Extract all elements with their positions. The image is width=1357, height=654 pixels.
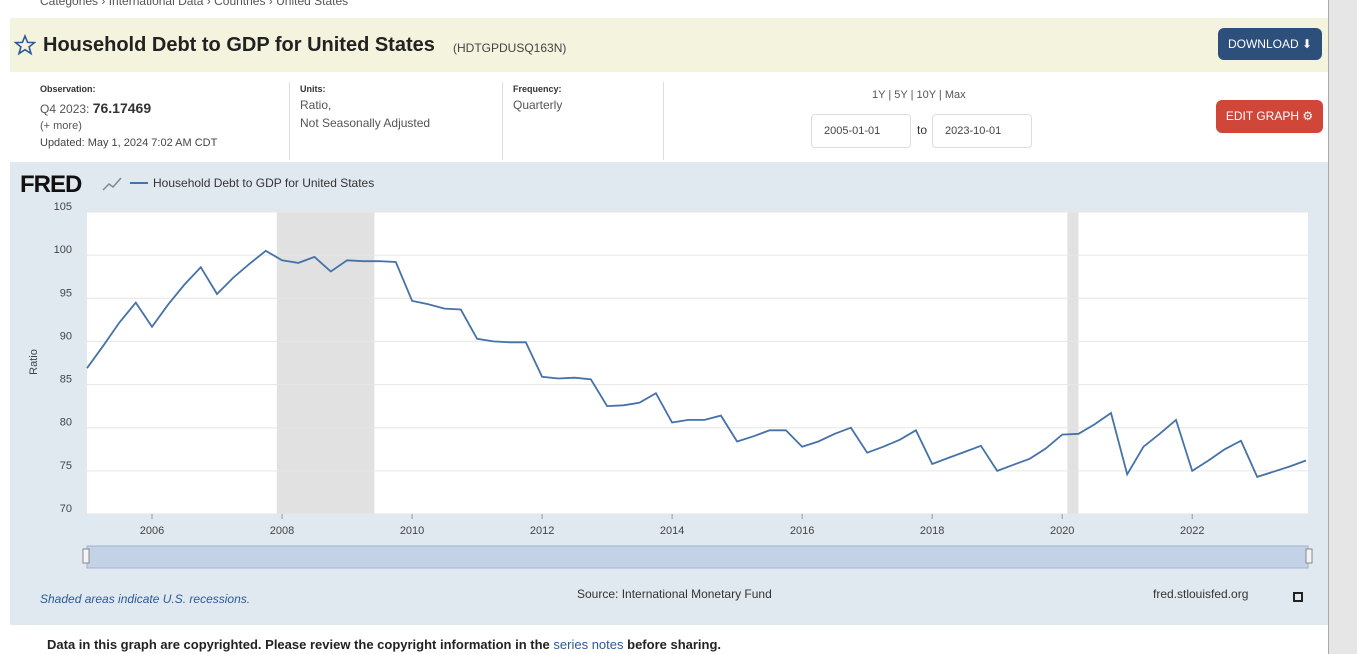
x-tick-label: 2006 — [140, 525, 164, 537]
y-tick-label: 70 — [60, 503, 72, 515]
x-tick-label: 2020 — [1050, 525, 1074, 537]
y-tick-label: 90 — [60, 330, 72, 342]
y-tick-label: 85 — [60, 374, 72, 386]
frequency: Quarterly — [513, 98, 563, 112]
x-tick-label: 2022 — [1180, 525, 1204, 537]
x-tick-label: 2018 — [920, 525, 944, 537]
separator — [289, 82, 290, 160]
label: Units: — [300, 84, 326, 94]
legend-label: Household Debt to GDP for United States — [153, 176, 374, 190]
preset[interactable]: Max — [944, 89, 966, 101]
preset[interactable]: 5Y — [894, 89, 908, 101]
separator — [502, 82, 503, 160]
y-tick-label: 100 — [54, 244, 72, 256]
recession-note[interactable]: Shaded areas indicate U.S. recessions. — [40, 592, 251, 606]
y-axis-label: Ratio — [28, 349, 40, 375]
preset[interactable]: 10Y — [916, 89, 936, 101]
series-line — [86, 249, 1307, 479]
navigator-handle — [1305, 548, 1313, 564]
more-link[interactable]: (+ more) — [40, 120, 82, 132]
source: Source: International Monetary Fund — [577, 587, 772, 601]
units-line: Not Seasonally Adjusted — [300, 116, 431, 130]
window-edge — [1328, 0, 1357, 654]
x-tick-label: 2014 — [660, 525, 684, 537]
star-icon[interactable] — [14, 34, 36, 56]
y-tick-label: 80 — [60, 417, 72, 429]
navigator — [86, 545, 1309, 569]
fullscreen-icon[interactable] — [1293, 592, 1303, 602]
x-tick-label: 2008 — [270, 525, 294, 537]
crumb[interactable]: Countries — [214, 0, 266, 8]
x-tick-label: 2010 — [400, 525, 424, 537]
separator — [663, 82, 664, 160]
x-tick-label: 2016 — [790, 525, 814, 537]
button-label: DOWNLOAD — [1227, 37, 1299, 51]
logo-icon — [102, 177, 122, 191]
updated: Updated: May 1, 2024 7:02 AM CDT — [40, 137, 218, 149]
to-label: to — [917, 123, 928, 137]
y-tick-label: 105 — [54, 201, 72, 213]
footer-text: before sharing. — [627, 637, 722, 652]
title-bar — [10, 18, 1328, 72]
y-tick-label: 95 — [60, 287, 72, 299]
preset[interactable]: 1Y — [872, 89, 886, 101]
button-label: EDIT GRAPH — [1225, 109, 1300, 123]
x-tick-label: 2012 — [530, 525, 554, 537]
logo: FRED — [20, 171, 82, 198]
copyright-note: Data in this graph are copyrighted. Plea… — [47, 637, 721, 652]
start-date[interactable]: 2005-01-01 — [811, 114, 911, 148]
page-title: Household Debt to GDP for United States — [43, 34, 435, 56]
range-presets: 1Y | 5Y | 10Y | Max — [872, 89, 966, 101]
edit-graph-button[interactable]: EDIT GRAPH ⚙ — [1216, 100, 1323, 133]
breadcrumb: Categories › International Data › Countr… — [40, 0, 348, 8]
series-id: (HDTGPDUSQ163N) — [453, 41, 567, 55]
obs-value: 76.17469 — [92, 100, 152, 116]
site: fred.stlouisfed.org — [1153, 587, 1249, 601]
units-line: Ratio, — [300, 98, 332, 112]
crumb[interactable]: United States — [276, 0, 349, 8]
recession-band — [1067, 212, 1079, 514]
download-button[interactable]: DOWNLOAD ⬇ — [1218, 28, 1322, 60]
y-tick-label: 75 — [60, 460, 72, 472]
footer-text: Data in this graph are copyrighted. Plea… — [47, 637, 550, 652]
end-date[interactable]: 2023-10-01 — [932, 114, 1032, 148]
obs-period: Q4 2023: — [40, 102, 90, 116]
crumb[interactable]: International Data — [108, 0, 204, 8]
chart: 70 75 80 85 90 95 100 105 2006 2008 2010 2012 2014 20… — [20, 171, 1313, 569]
recession-band — [276, 212, 375, 514]
series-notes-link[interactable]: series notes — [553, 637, 624, 652]
navigator-handle — [82, 548, 90, 564]
crumb[interactable]: Categories — [40, 0, 99, 8]
label: Frequency: — [513, 84, 562, 94]
label: Observation: — [40, 84, 96, 94]
